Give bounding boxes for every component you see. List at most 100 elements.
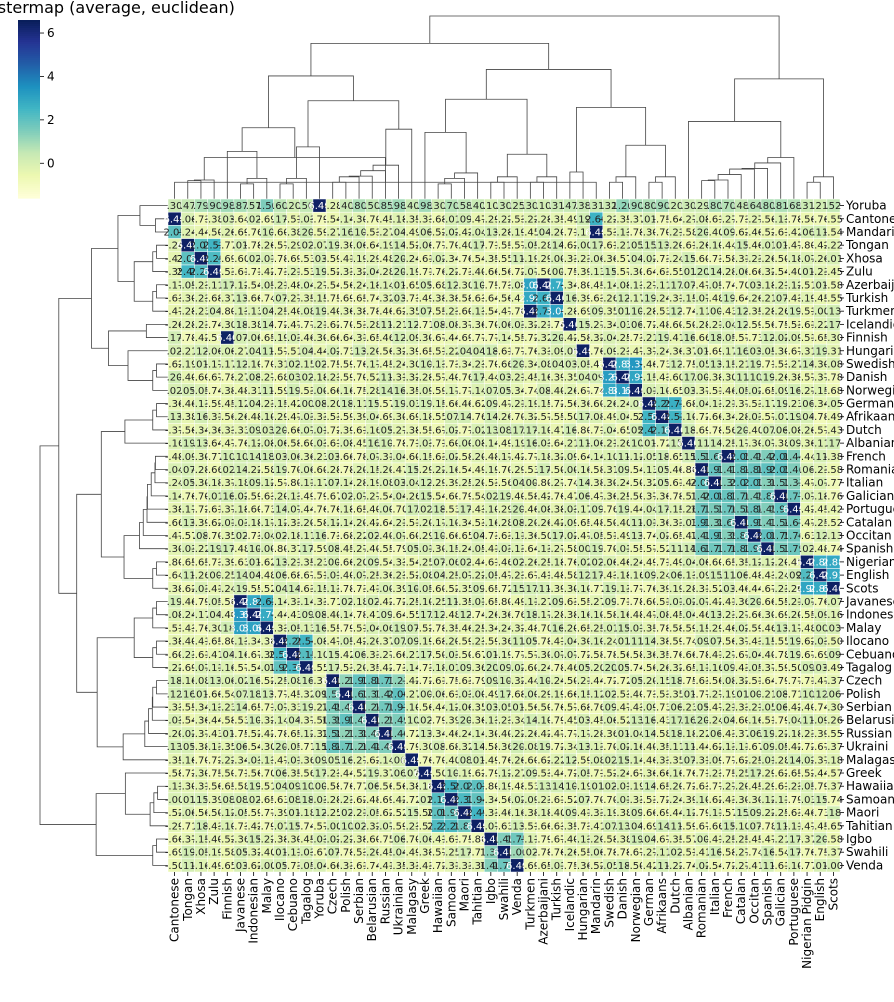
row-dendrogram-link: [134, 262, 153, 302]
row-dendrogram-link: [91, 248, 117, 348]
column-dendrogram-link: [445, 178, 465, 199]
column-dendrogram-link: [814, 177, 834, 199]
column-dendrogram-link: [280, 184, 293, 199]
column-dendrogram-link: [609, 182, 622, 199]
column-dendrogram-link: [656, 177, 676, 199]
colorbar-segment: [18, 196, 40, 199]
colorbar: 0 2 4 6: [18, 20, 55, 199]
cell-annotation: -.08: [824, 359, 844, 370]
cell-annotation: -.54: [824, 227, 844, 238]
column-dendrogram-link: [268, 76, 353, 128]
column-dendrogram-link: [425, 132, 466, 199]
column-dendrogram-link: [486, 69, 611, 107]
cell-annotation: -.42: [824, 505, 844, 516]
cell-annotation: .13: [825, 307, 841, 318]
cell-annotation: -.30: [824, 333, 844, 344]
cell-annotation: -.13: [824, 531, 844, 542]
cell-annotation: -.77: [824, 478, 844, 489]
column-dendrogram-link: [730, 169, 755, 199]
column-dendrogram-link: [339, 177, 359, 199]
cell-annotation: -.37: [824, 742, 844, 753]
row-dendrogram-link: [134, 618, 153, 658]
column-dendrogram-link: [308, 101, 399, 147]
cell-annotation: -.50: [824, 637, 844, 648]
row-dendrogram-link: [101, 432, 125, 557]
column-dendrogram-link: [194, 180, 214, 199]
column-dendrogram-link: [491, 182, 504, 199]
cell-annotation: .52: [825, 201, 841, 212]
row-dendrogram-link: [109, 331, 147, 366]
column-dendrogram-link: [296, 147, 319, 199]
cell-annotation: -.74: [824, 795, 844, 806]
cell-annotation: -.57: [824, 769, 844, 780]
column-dendrogram-link: [718, 175, 741, 199]
colorbar-tick-label: 2: [47, 113, 55, 127]
cell-annotation: -.37: [824, 782, 844, 793]
cell-annotation: -.58: [824, 465, 844, 476]
column-dendrogram-link: [626, 145, 666, 177]
cell-annotation: -.30: [824, 703, 844, 714]
cell-annotation: 6.40: [822, 584, 844, 595]
cell-annotation: -.58: [824, 280, 844, 291]
column-dendrogram-link: [537, 177, 557, 199]
cell-annotation: -.05: [824, 399, 844, 410]
column-dendrogram-link: [446, 99, 528, 154]
cell-annotation: -.26: [824, 716, 844, 727]
cell-annotation: .17: [825, 439, 841, 450]
colorbar-tick-label: 0: [47, 156, 55, 170]
column-dendrogram-link: [742, 168, 768, 199]
cell-annotation: -.07: [824, 597, 844, 608]
colorbar-tick-label: 4: [47, 69, 55, 83]
column-dendrogram-link: [616, 177, 636, 199]
cell-annotation: -.45: [824, 267, 844, 278]
cell-annotation: -.68: [824, 386, 844, 397]
cell-annotation: -.18: [824, 755, 844, 766]
chart-title: Clustermap (average, euclidean): [0, 0, 235, 17]
cell-annotation: .09: [825, 650, 841, 661]
cell-annotation: -.43: [824, 425, 844, 436]
cell-annotation: .06: [825, 689, 841, 700]
row-dendrogram-link: [128, 351, 168, 381]
column-dendrogram-link: [247, 178, 267, 199]
row-dendrogram-link: [125, 420, 168, 443]
cell-annotation: -.16: [824, 610, 844, 621]
column-dendrogram-link: [242, 128, 295, 158]
row-dendrogram-link: [97, 638, 134, 747]
cell-annotation: .18: [825, 808, 841, 819]
column-dendrogram-link: [287, 178, 307, 199]
column-dendrogram-link: [530, 182, 543, 199]
column-dendrogram-link: [349, 176, 372, 199]
cell-annotation: -.55: [824, 214, 844, 225]
cell-annotation: -.49: [824, 663, 844, 674]
colorbar-tick-label: 6: [47, 26, 55, 40]
row-dendrogram-link: [118, 215, 140, 281]
cell-annotation: -.31: [824, 346, 844, 357]
column-dendrogram-link: [649, 182, 662, 199]
column-dendrogram-link: [455, 173, 478, 199]
column-dendrogram-link: [188, 181, 201, 199]
row-dendrogram-link: [124, 536, 153, 579]
column-dendrogram-link: [240, 184, 253, 199]
column-dendrogram-link: [708, 180, 728, 199]
row-dendrogram-link: [77, 494, 102, 692]
column-dendrogram-link: [807, 182, 820, 199]
row-dendrogram-link: [40, 446, 96, 825]
cell-annotation: 2.88: [822, 557, 844, 568]
cell-annotation: -.22: [824, 241, 844, 252]
column-dendrogram-link: [570, 172, 583, 199]
column-dendrogram-link: [361, 171, 386, 199]
column-dendrogram-link: [311, 43, 549, 76]
cell-annotation: -.55: [824, 293, 844, 304]
cell-annotation: -.01: [824, 254, 844, 265]
row-dendrogram-link: [96, 794, 153, 856]
column-dendrogram-link: [497, 177, 517, 199]
cell-annotation: -.49: [824, 412, 844, 423]
cell-annotation: -.37: [824, 676, 844, 687]
row-dendrogram-link: [125, 773, 168, 814]
column-dendrogram-link: [227, 151, 257, 199]
column-dendrogram-link: [438, 184, 451, 199]
cell-annotation: .17: [825, 320, 841, 331]
column-dendrogram-link: [333, 182, 346, 199]
cell-annotation: -.74: [824, 544, 844, 555]
